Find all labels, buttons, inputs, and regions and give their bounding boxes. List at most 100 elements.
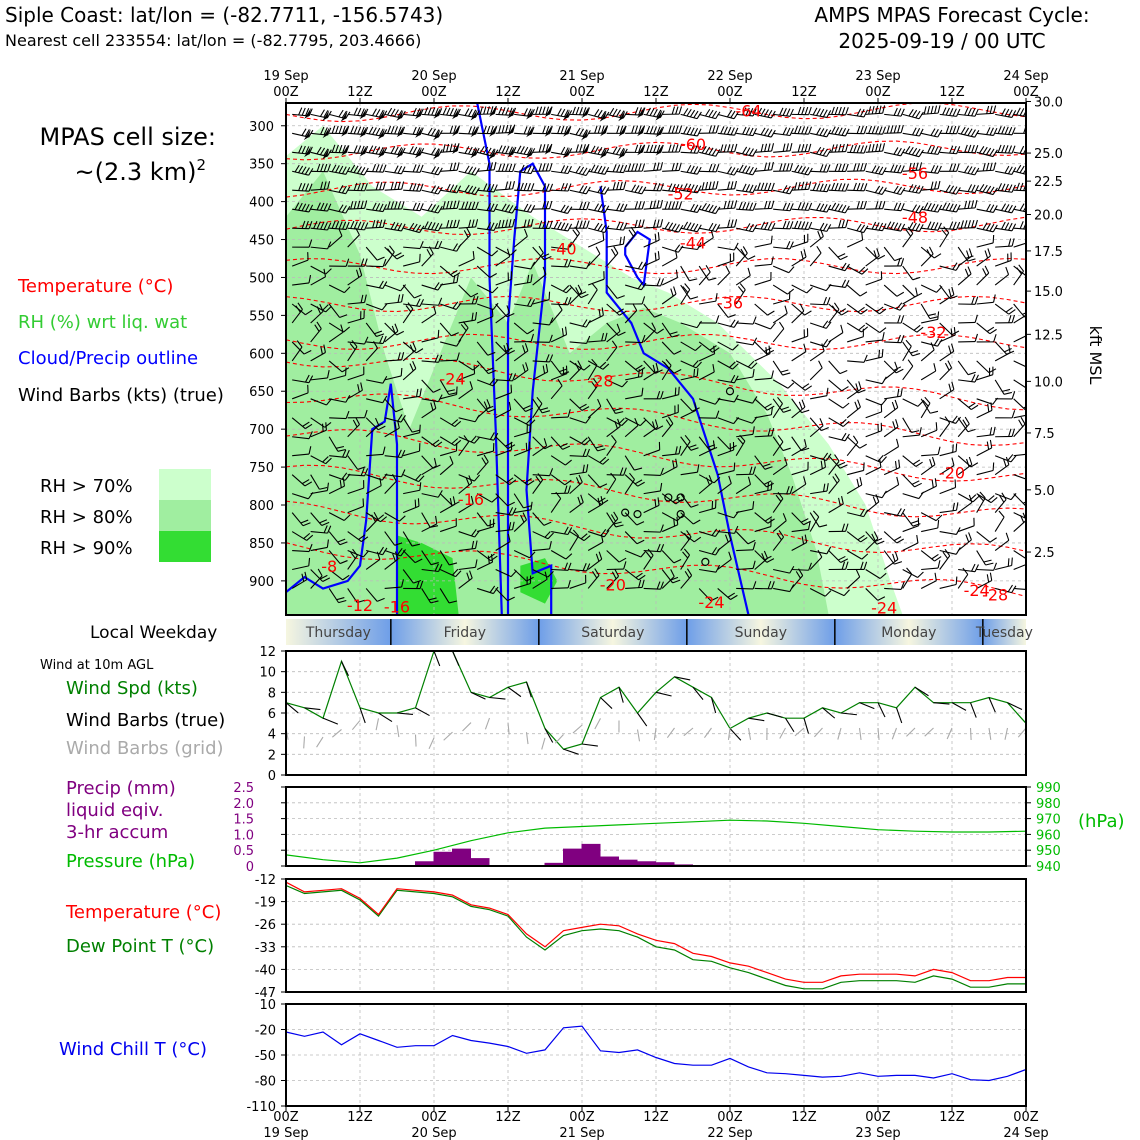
wind-barb [1013, 474, 1026, 480]
wind-barb [347, 164, 369, 176]
temperature-panel: -47 -40 -33 -26 -19 -12 [255, 873, 1027, 1001]
wind-barb [846, 569, 861, 589]
wind-barb [754, 481, 773, 495]
time-tick-hour: 00Z [569, 85, 595, 100]
wind-barb-true [341, 661, 349, 676]
wind-barb-true [877, 702, 886, 718]
wind-barb [328, 478, 345, 495]
wind-barb [994, 456, 1010, 476]
wind-barb [939, 502, 959, 514]
wind-barb [421, 127, 443, 141]
wind-barb [920, 456, 936, 476]
wind-barb [661, 269, 679, 286]
temp-contour [286, 257, 1026, 275]
wind-barb [625, 387, 644, 400]
wind-barb [939, 548, 951, 570]
wind-barb [476, 246, 499, 257]
wind-barb [902, 534, 919, 552]
wind-barb [902, 284, 923, 298]
wind-barb [772, 360, 791, 376]
wind-barb [809, 228, 824, 248]
wind-barb [643, 219, 664, 229]
wind-barb [791, 476, 807, 495]
wind-barb [458, 435, 470, 457]
wind-barb [569, 143, 590, 155]
wind-barb [551, 146, 573, 159]
wind-barb [994, 493, 1017, 501]
wind-barb [810, 146, 832, 158]
wind-barb [643, 543, 665, 553]
wind-barb [513, 550, 536, 559]
wind-barb [495, 246, 517, 256]
wind-barb [809, 245, 822, 267]
wind-barb-true [785, 717, 795, 733]
wind-barb-true [359, 707, 366, 724]
wind-barb [976, 397, 998, 405]
wind-barb [680, 341, 702, 352]
wind-barb-grid [666, 727, 675, 738]
wind-barb [976, 248, 991, 267]
wind-barb [662, 445, 682, 457]
wind-barb [458, 312, 478, 324]
wind-barb [680, 434, 691, 457]
wind-barb [736, 560, 756, 571]
wind-barb [680, 493, 699, 508]
wind-barb [976, 402, 993, 419]
wind-barb [791, 202, 813, 211]
wind-barb [865, 588, 886, 601]
wind-barb [310, 344, 326, 362]
wind-barb [828, 163, 849, 173]
temp-ytick-label: -33 [255, 941, 276, 956]
wind-barb [736, 201, 757, 211]
wind-barb [791, 534, 808, 552]
wind-barb [846, 322, 869, 333]
calm-circle [676, 510, 685, 519]
wind-barb [920, 342, 935, 362]
wind-barb [995, 314, 1016, 324]
temp-legend: Temperature (°C) [65, 902, 221, 923]
wind-barb [569, 563, 591, 572]
wind-barb [736, 337, 758, 346]
wind-barb-true [729, 728, 742, 741]
wind-barb [365, 417, 380, 438]
wind-barb-grid [484, 717, 491, 730]
wind-barb [699, 222, 721, 233]
wind-barb [514, 423, 532, 438]
pressure-tick-label: 350 [249, 158, 274, 173]
wind-barb-grid [428, 737, 435, 750]
wind-barb [883, 531, 904, 544]
wind-barb [920, 246, 942, 259]
wind-barb [661, 404, 679, 419]
wind-barb [643, 322, 657, 343]
wind-barb [772, 284, 795, 295]
wind-barb [680, 402, 697, 419]
legend-cloud: Cloud/Precip outline [18, 348, 198, 369]
wind-barb [699, 108, 721, 120]
temp-contour-label: -48 [902, 208, 928, 227]
wind-barb [957, 532, 972, 551]
wind-barb [588, 185, 610, 195]
kft-tick-label: 20.0 [1034, 209, 1063, 224]
wind-barb [920, 512, 943, 522]
wind-barb [791, 568, 804, 589]
wind-barb [440, 274, 459, 286]
wind-barb [606, 398, 624, 414]
wind-barb [384, 473, 397, 495]
wind-barb [606, 379, 628, 388]
wind-barb [1013, 221, 1026, 230]
wind-barb [551, 241, 572, 250]
wind-barb [643, 497, 660, 514]
wind-barb [643, 232, 660, 248]
wind-barb-grid [704, 727, 712, 739]
wind-barb [328, 550, 348, 565]
wind-barb [532, 183, 554, 192]
bottom-time-hour: 00Z [1013, 1110, 1039, 1125]
wind-barb [828, 587, 850, 597]
wind-barb [772, 436, 791, 452]
wind-barb [939, 107, 961, 117]
wind-barb [532, 163, 553, 172]
wind-barb [939, 547, 961, 555]
wind-barb [402, 498, 420, 514]
precip-bar [581, 843, 601, 866]
wind-barb [514, 575, 532, 589]
